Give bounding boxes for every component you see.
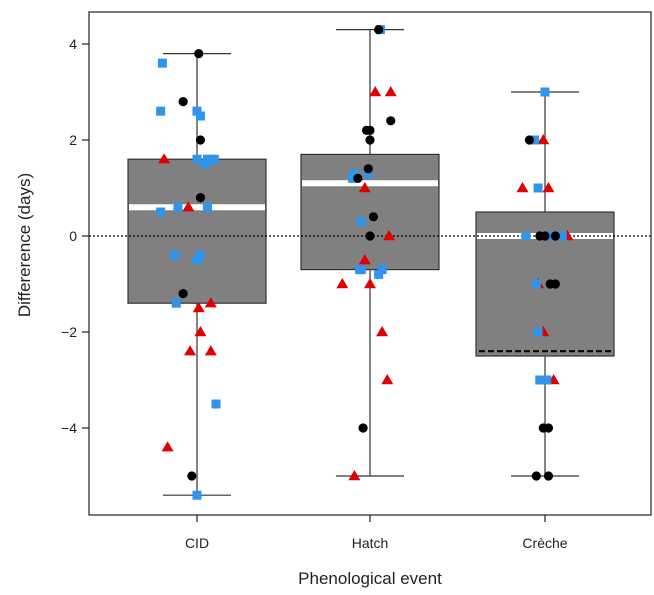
data-point-triangle (376, 326, 389, 337)
x-axis-label: Phenological event (298, 569, 442, 588)
data-point-square (363, 169, 373, 179)
y-tick-label: −2 (61, 324, 77, 340)
data-point-triangle (358, 182, 371, 193)
y-tick-label: 4 (69, 36, 77, 52)
data-point-circle (178, 289, 188, 299)
data-point-circle (365, 135, 375, 145)
data-point-circle (363, 164, 373, 174)
data-point-square (156, 207, 166, 217)
data-point-square (374, 269, 384, 279)
data-point-triangle (192, 302, 205, 313)
data-point-square (535, 375, 545, 385)
data-point-circle (535, 231, 545, 241)
data-point-triangle (537, 134, 550, 145)
data-point-square (156, 106, 166, 116)
y-axis: −4 −2 0 2 4 (61, 36, 89, 436)
y-tick-label: −4 (61, 420, 77, 436)
data-point-circle (543, 471, 554, 481)
x-tick-label: Crèche (522, 535, 567, 551)
data-point-square (157, 58, 167, 68)
data-point-circle (178, 97, 188, 107)
data-point-square (211, 399, 221, 409)
data-point-triangle (336, 278, 349, 289)
data-point-square (192, 106, 202, 116)
data-point-square (173, 202, 183, 212)
data-point-triangle (516, 182, 529, 193)
data-point-triangle (184, 345, 197, 356)
data-point-square (170, 250, 180, 260)
data-point-circle (550, 279, 560, 289)
data-point-square (202, 154, 212, 164)
data-point-circle (195, 193, 206, 203)
data-point-circle (358, 423, 368, 433)
data-point-circle (550, 231, 560, 241)
y-tick-label: 0 (69, 228, 77, 244)
data-point-triangle (204, 297, 217, 308)
x-tick-label: CID (185, 535, 209, 551)
data-point-square (201, 159, 211, 169)
data-point-circle (365, 125, 375, 135)
box-cid (127, 158, 267, 304)
y-axis-label: Differerence (days) (15, 173, 34, 317)
data-point-square (356, 217, 366, 227)
data-point-triangle (383, 230, 396, 241)
data-point-circle (194, 49, 204, 59)
data-point-square (195, 111, 205, 121)
data-point-square (171, 298, 181, 308)
data-point-square (195, 250, 205, 260)
data-point-circle (374, 25, 384, 35)
data-point-triangle (384, 86, 397, 97)
data-point-triangle (348, 470, 361, 481)
data-point-triangle (358, 254, 371, 265)
data-point-triangle (194, 326, 207, 337)
data-point-square (557, 231, 567, 241)
points-layer (156, 25, 574, 500)
data-point-square (356, 265, 366, 275)
data-point-circle (353, 173, 363, 183)
data-point-circle (386, 116, 396, 126)
data-point-triangle (369, 86, 382, 97)
data-point-circle (187, 471, 197, 481)
y-tick-label: 2 (69, 132, 77, 148)
data-point-circle (365, 231, 375, 241)
x-axis: CID Hatch Crèche (185, 515, 568, 551)
data-point-square (521, 231, 531, 241)
data-point-square (531, 279, 541, 289)
data-point-triangle (542, 182, 555, 193)
data-point-square (530, 135, 540, 145)
data-point-square (192, 490, 202, 500)
data-point-circle (368, 212, 379, 222)
data-point-triangle (158, 153, 171, 164)
data-point-triangle (182, 201, 195, 212)
data-point-triangle (381, 374, 394, 385)
data-point-square (542, 375, 552, 385)
data-point-square (202, 202, 212, 212)
data-point-circle (543, 423, 554, 433)
data-point-square (545, 231, 555, 241)
data-point-triangle (161, 441, 174, 452)
data-point-square (377, 265, 387, 275)
data-point-triangle (364, 278, 376, 289)
data-point-square (209, 154, 219, 164)
data-point-square (348, 173, 358, 183)
data-point-circle (524, 135, 535, 145)
data-point-square (192, 154, 202, 164)
data-point-square (192, 255, 202, 265)
data-point-square (533, 327, 543, 337)
data-point-square (533, 183, 543, 193)
data-point-circle (531, 471, 541, 481)
data-point-square (349, 169, 359, 179)
data-point-triangle (204, 345, 217, 356)
data-point-square (540, 87, 550, 97)
x-tick-label: Hatch (352, 535, 389, 551)
data-point-circle (195, 135, 206, 145)
